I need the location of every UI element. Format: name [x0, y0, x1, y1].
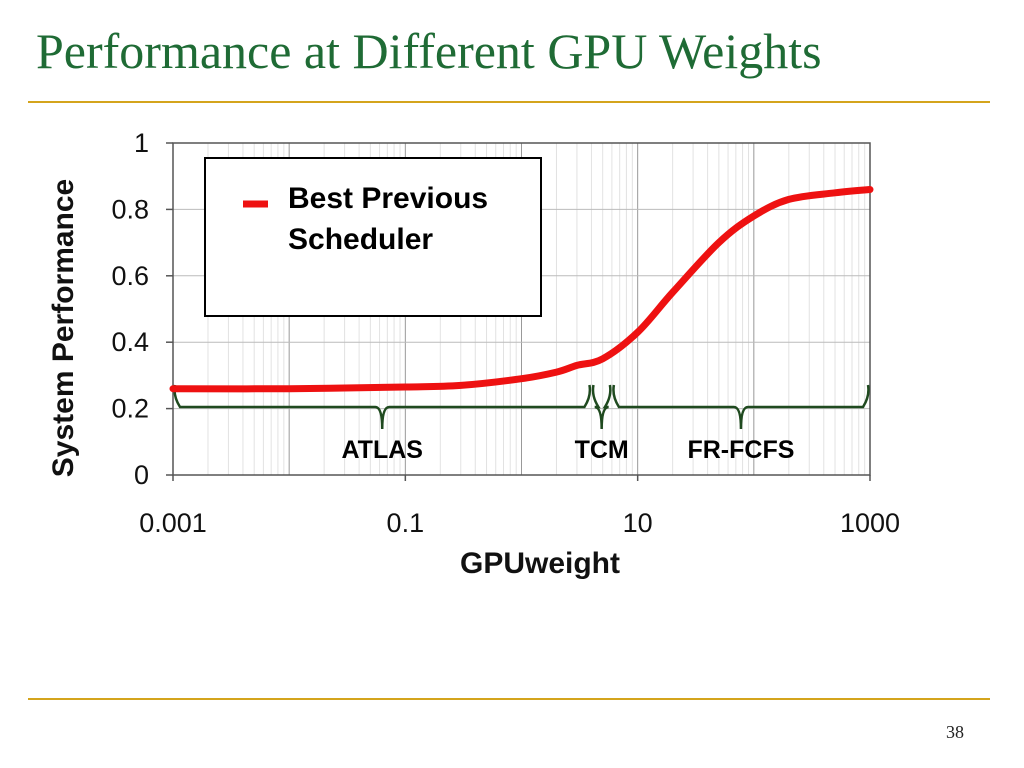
range-braces: ATLAS TCM FR-FCFS [173, 384, 870, 464]
page-number: 38 [946, 722, 964, 742]
x-tick-label: 0.1 [387, 508, 425, 538]
x-tick-label: 10 [623, 508, 653, 538]
series-line-best-previous-scheduler [169, 186, 874, 393]
legend: Best Previous Scheduler [204, 157, 542, 317]
y-tick-labels: 0 0.2 0.4 0.6 0.8 1 [111, 128, 173, 490]
y-axis-title: System Performance [47, 179, 80, 477]
range-label-atlas: ATLAS [341, 436, 422, 464]
range-brace-atlas [173, 384, 592, 430]
legend-label-line1: Best Previous [288, 182, 488, 215]
y-tick-label: 0.4 [111, 327, 149, 357]
y-tick-label: 1 [134, 128, 149, 158]
range-label-tcm: TCM [575, 436, 629, 464]
footer-divider [28, 698, 990, 700]
x-tick-label: 1000 [840, 508, 900, 538]
range-brace-tcm [591, 384, 612, 430]
y-tick-label: 0 [134, 460, 149, 490]
x-axis-title: GPUweight [460, 547, 620, 580]
plot-area [172, 142, 871, 476]
range-label-fr-fcfs: FR-FCFS [687, 436, 794, 464]
y-tick-label: 0.6 [111, 261, 149, 291]
title-divider [28, 101, 990, 103]
x-tick-label: 0.001 [139, 508, 207, 538]
chart: 0 0.2 0.4 0.6 0.8 1 0.001 0.1 10 1000 ATLAS TCM FR… [47, 128, 900, 580]
x-tick-labels: 0.001 0.1 10 1000 [139, 475, 900, 538]
range-brace-fr-fcfs [612, 384, 870, 430]
slide-title: Performance at Different GPU Weights [36, 23, 822, 79]
y-tick-label: 0.2 [111, 394, 149, 424]
legend-label-line2: Scheduler [288, 223, 433, 256]
legend-box [204, 157, 542, 317]
y-tick-label: 0.8 [111, 194, 149, 224]
